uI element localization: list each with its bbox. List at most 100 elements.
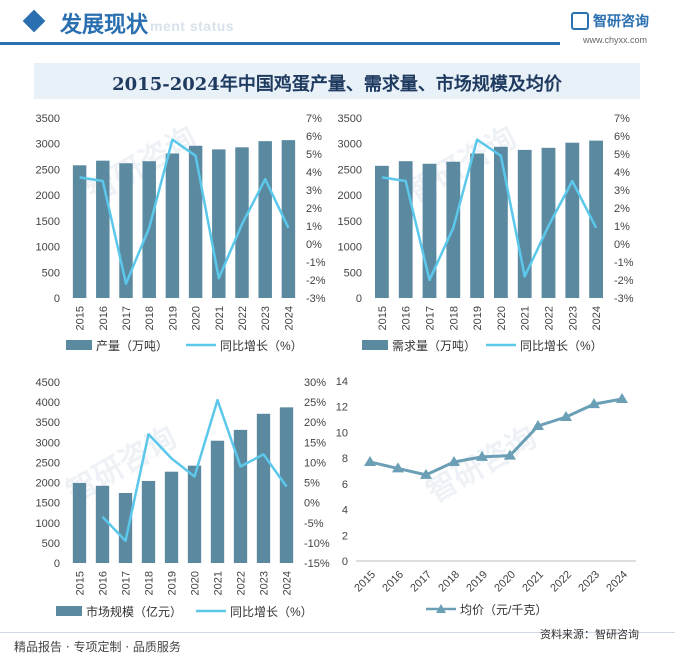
x-tick-label: 2019 — [167, 306, 179, 330]
price-marker — [504, 449, 516, 460]
legend-label: 均价（元/千克） — [460, 603, 547, 617]
x-tick-label: 2017 — [121, 306, 133, 330]
price-marker — [616, 393, 628, 403]
bar — [281, 140, 296, 298]
y-tick-label-left: 2500 — [338, 164, 362, 176]
x-tick-label: 2022 — [548, 569, 574, 595]
x-tick-label: 2022 — [544, 306, 556, 330]
x-tick-label: 2024 — [282, 571, 294, 595]
x-tick-label: 2019 — [167, 571, 179, 595]
bar — [164, 471, 179, 563]
x-tick-label: 2015 — [377, 306, 389, 330]
growth-line — [101, 398, 288, 543]
brand-url: www.chyxx.com — [583, 35, 648, 45]
y-tick-label-right: 5% — [306, 149, 322, 161]
x-tick-label: 2016 — [98, 571, 110, 595]
y-tick-label-left: 500 — [42, 538, 60, 550]
y-tick-label-left: 2500 — [36, 457, 60, 469]
y-tick-label-right: 20% — [304, 417, 326, 429]
x-tick-label: 2023 — [567, 306, 579, 330]
y-tick-label-right: 7% — [306, 113, 322, 125]
y-tick-label-right: -1% — [614, 257, 634, 269]
price-marker — [448, 456, 460, 466]
y-tick-label-left: 1500 — [36, 216, 60, 228]
y-tick-label-right: 7% — [614, 113, 630, 125]
y-tick-label: 14 — [336, 376, 348, 388]
y-tick-label-left: 3000 — [36, 437, 60, 449]
bar — [72, 165, 87, 298]
brand-logo-icon — [571, 12, 589, 30]
y-tick-label: 0 — [342, 556, 348, 568]
y-tick-label-left: 3000 — [338, 139, 362, 151]
y-tick-label: 12 — [336, 402, 348, 414]
y-tick-label: 2 — [342, 530, 348, 542]
y-tick-label-right: 5% — [304, 478, 320, 490]
bar — [541, 147, 556, 298]
y-tick-label-left: 3500 — [36, 417, 60, 429]
bar — [470, 153, 485, 298]
legend-label: 同比增长（%） — [220, 339, 303, 353]
y-tick-label-right: 10% — [304, 457, 326, 469]
y-tick-label-left: 3500 — [338, 113, 362, 125]
legend-label: 同比增长（%） — [520, 339, 603, 353]
x-tick-label: 2020 — [190, 571, 202, 595]
y-tick-label-left: 2500 — [36, 164, 60, 176]
section-title: 发展现状 — [60, 13, 149, 38]
price-marker — [392, 462, 404, 473]
legend-label: 产量（万吨） — [96, 339, 168, 353]
y-tick-label-left: 2000 — [36, 478, 60, 490]
x-tick-label: 2015 — [352, 569, 378, 595]
bar — [95, 485, 110, 563]
bar — [72, 482, 87, 563]
y-tick-label-right: -1% — [306, 257, 326, 269]
y-tick-label-right: -2% — [306, 275, 326, 287]
x-tick-label: 2024 — [604, 569, 630, 595]
y-tick-label-right: 1% — [614, 221, 630, 233]
bar — [233, 429, 248, 563]
price-marker — [476, 450, 488, 461]
x-tick-label: 2018 — [144, 306, 156, 330]
x-tick-label: 2016 — [401, 306, 413, 330]
y-tick-label-right: 0% — [304, 498, 320, 510]
y-tick-label: 4 — [342, 505, 348, 517]
section-subtitle: ment status — [150, 18, 235, 34]
y-tick-label-right: 1% — [306, 221, 322, 233]
x-tick-label: 2022 — [236, 571, 248, 595]
y-tick-label-left: 1000 — [36, 518, 60, 530]
price-marker — [588, 398, 600, 409]
chart-title-band: 2015-2024年中国鸡蛋产量、需求量、市场规模及均价 — [34, 63, 640, 99]
x-tick-label: 2020 — [191, 306, 203, 330]
x-tick-label: 2023 — [259, 571, 271, 595]
y-tick-label-right: -3% — [614, 293, 634, 305]
x-tick-label: 2015 — [75, 571, 87, 595]
bar — [119, 163, 133, 298]
x-tick-label: 2016 — [98, 306, 110, 330]
chart-title: 2015-2024年中国鸡蛋产量、需求量、市场规模及均价 — [112, 74, 562, 95]
x-tick-label: 2024 — [283, 306, 295, 330]
y-tick-label-left: 1500 — [36, 498, 60, 510]
growth-line — [79, 138, 290, 285]
legend-swatch-bar — [56, 606, 82, 616]
y-tick-label-right: 3% — [306, 185, 322, 197]
y-tick-label-left: 500 — [344, 267, 362, 279]
y-tick-label-left: 0 — [54, 558, 60, 570]
y-tick-label-left: 4000 — [36, 397, 60, 409]
bar — [187, 465, 202, 563]
header: 发展现状 ment status 智研咨询 www.chyxx.com — [0, 0, 675, 46]
x-tick-label: 2021 — [214, 306, 226, 330]
y-tick-label-left: 0 — [356, 293, 362, 305]
x-tick-label: 2016 — [380, 569, 406, 595]
bar — [565, 142, 580, 298]
y-tick-label-left: 0 — [54, 293, 60, 305]
price-marker — [420, 468, 432, 479]
brand-name: 智研咨询 — [593, 14, 649, 30]
bar — [589, 140, 604, 298]
x-tick-label: 2017 — [408, 569, 434, 595]
y-tick-label-right: -2% — [614, 275, 634, 287]
price-marker — [532, 420, 544, 430]
data-source: 资料来源：智研咨询 — [540, 628, 639, 641]
legend-swatch-bar — [362, 340, 388, 350]
x-tick-label: 2018 — [448, 306, 460, 330]
y-tick-label-right: 30% — [304, 377, 326, 389]
